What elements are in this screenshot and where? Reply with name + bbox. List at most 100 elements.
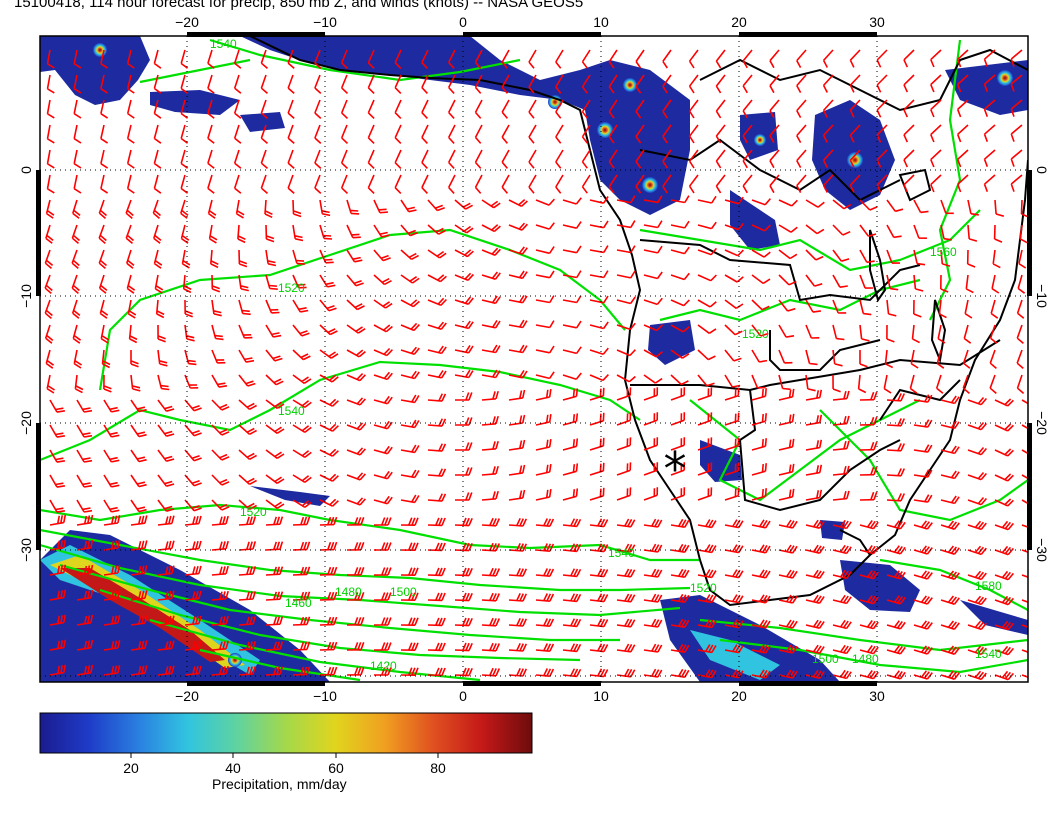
wind-barb [346,299,365,311]
country-border [699,48,1028,112]
wind-barb [662,149,672,169]
wind-barb [130,615,148,626]
wind-barb [886,224,902,239]
wind-barb [751,299,770,311]
wind-barb [742,74,753,94]
wind-barb [474,99,483,119]
wind-barb [769,124,780,144]
wind-barb [346,447,366,456]
wind-barb [805,464,823,476]
wind-barb [319,224,333,240]
wind-barb [319,274,336,288]
wind-barb [805,594,825,604]
wind-barb [913,570,933,580]
wind-barb [184,374,199,389]
wind-barb [724,349,742,362]
precip-region [730,190,780,250]
wind-barb [103,615,121,626]
wind-barb [849,149,861,168]
wind-barb [913,299,922,318]
wind-barb [616,568,636,578]
wind-barb [367,149,375,169]
wind-barb [555,99,564,119]
wind-barb [956,49,969,68]
country-border [879,379,961,421]
wind-barb [535,643,555,652]
wind-barb [886,443,906,452]
wind-barb [427,517,446,527]
wind-barb [581,124,591,144]
wind-barb [394,174,402,194]
wind-barb [635,149,645,169]
wind-barb [805,489,823,501]
wind-barb [562,668,582,678]
wind-barb [589,643,609,653]
wind-barb [886,595,906,605]
wind-barb [778,619,798,629]
wind-barb [751,488,767,501]
wind-barb [805,299,822,313]
wind-barb [481,440,499,451]
wind-barb [319,374,339,383]
precip-region [150,90,240,115]
wind-barb [1019,224,1028,244]
wind-barb [454,272,474,282]
wind-barb [535,413,552,426]
wind-barb [940,645,960,655]
wind-barb [238,666,257,676]
wind-barb [130,665,148,676]
wind-barb [265,324,282,338]
wind-barb [233,99,242,119]
wind-barb [643,297,663,306]
wind-barb [238,274,249,292]
wind-barb [751,619,771,629]
lon-tick-label: 10 [593,688,609,704]
wind-barb [454,369,474,379]
wind-barb [940,249,951,267]
wind-barb [400,617,419,626]
wind-barb [670,387,686,401]
wind-barb [715,174,726,194]
wind-barb [913,444,933,453]
wind-barb [956,74,969,93]
wind-barb [157,665,175,676]
wind-barb [778,374,791,391]
wind-barb [967,570,987,581]
wind-barb [724,569,744,579]
wind-barb [374,517,392,526]
wind-barb [211,615,229,626]
wind-barb [903,74,915,93]
wind-barb [643,387,659,401]
wind-barb [474,74,483,94]
wind-barb [287,174,295,194]
wind-barb [481,465,499,476]
wind-barb [447,124,456,144]
wind-barb [211,565,229,576]
wind-barb [859,441,878,451]
wind-barb [805,619,825,629]
wind-barb [508,389,526,401]
wind-barb [724,196,744,205]
lat-ticks-left: 0 −10 −20 −30 [18,166,34,562]
colorbar-tick-label: 40 [225,760,241,776]
wind-barb [181,249,191,269]
wind-barb [994,423,1014,432]
wind-barb [508,617,528,627]
wind-barb [319,398,339,407]
wind-barb [555,49,564,69]
wind-barb [292,374,312,384]
wind-barb [562,372,582,381]
wind-barb [963,324,972,344]
wind-barb [76,639,94,651]
wind-barb [211,590,229,601]
wind-barb [715,49,726,69]
wind-barb [884,349,894,369]
wind-barb [49,539,67,551]
wind-barb [400,419,420,429]
wind-barb [938,299,947,319]
wind-barb [184,665,202,676]
contour-label: 1520 [278,281,305,295]
wind-barb [778,569,798,579]
wind-barb [1021,424,1028,430]
wind-barb [913,595,933,605]
